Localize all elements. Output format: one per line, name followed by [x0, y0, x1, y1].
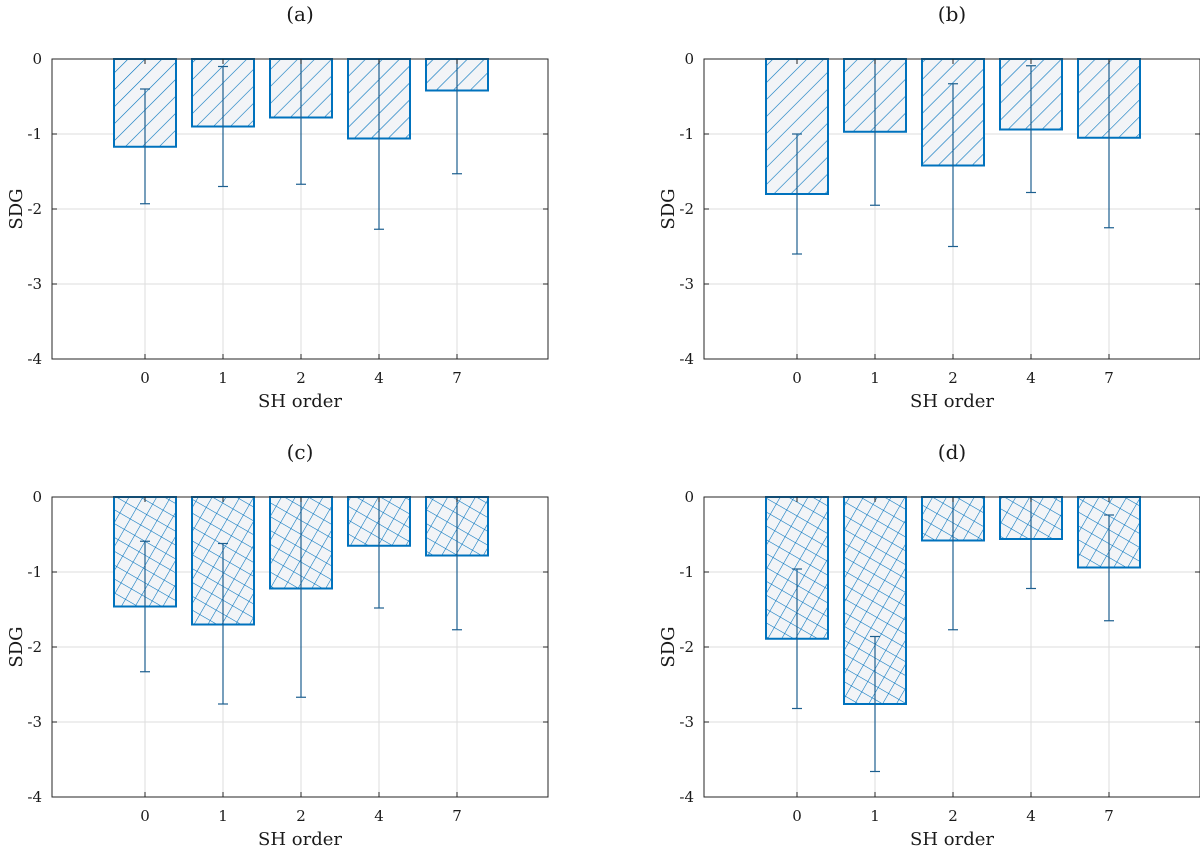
x-tick-label: 0 — [792, 369, 802, 387]
chart-title: (a) — [286, 2, 314, 26]
chart-title: (b) — [938, 2, 966, 26]
y-tick-label: 0 — [684, 488, 694, 506]
x-tick-label: 1 — [218, 807, 228, 825]
x-tick-label: 0 — [792, 807, 802, 825]
x-tick-label: 7 — [1104, 369, 1114, 387]
y-tick-label: 0 — [32, 50, 42, 68]
y-tick-label: -1 — [679, 125, 694, 143]
y-tick-label: -4 — [679, 788, 694, 806]
chart-title: (d) — [938, 440, 966, 464]
x-tick-label: 7 — [1104, 807, 1114, 825]
x-tick-label: 0 — [140, 807, 150, 825]
y-tick-label: -1 — [27, 125, 42, 143]
y-tick-label: -3 — [679, 713, 694, 731]
y-tick-label: -1 — [679, 563, 694, 581]
chart-panel-1: 0 -1 -2 -3 -4 0 1 2 4 7 (a) SH order SDG — [6, 2, 549, 412]
y-tick-label: -4 — [679, 350, 694, 368]
y-tick-label: -2 — [679, 638, 694, 656]
chart-title: (c) — [287, 440, 314, 464]
x-tick-label: 2 — [948, 807, 958, 825]
x-axis-label: SH order — [258, 391, 342, 412]
x-tick-label: 7 — [452, 807, 462, 825]
y-tick-label: -4 — [27, 788, 42, 806]
y-axis-label: SDG — [658, 188, 679, 229]
y-axis-label: SDG — [6, 188, 27, 229]
y-tick-label: -2 — [679, 200, 694, 218]
x-tick-label: 4 — [374, 369, 384, 387]
y-tick-label: -4 — [27, 350, 42, 368]
chart-panel-4: 0 -1 -2 -3 -4 0 1 2 4 7 (d) SH order SDG — [658, 440, 1200, 847]
y-axis-label: SDG — [658, 626, 679, 667]
y-tick-label: -3 — [27, 713, 42, 731]
x-tick-label: 4 — [1026, 369, 1036, 387]
y-tick-label: 0 — [32, 488, 42, 506]
x-tick-label: 2 — [948, 369, 958, 387]
y-tick-label: 0 — [684, 50, 694, 68]
x-tick-label: 4 — [374, 807, 384, 825]
x-tick-label: 2 — [296, 369, 306, 387]
x-tick-label: 4 — [1026, 807, 1036, 825]
y-tick-label: -2 — [27, 200, 42, 218]
x-axis-label: SH order — [910, 829, 994, 847]
x-tick-label: 2 — [296, 807, 306, 825]
x-axis-label: SH order — [910, 391, 994, 412]
chart-panel-2: 0 -1 -2 -3 -4 0 1 2 4 7 (b) SH order SDG — [658, 2, 1200, 412]
y-tick-label: -3 — [679, 275, 694, 293]
y-tick-label: -3 — [27, 275, 42, 293]
x-tick-label: 1 — [218, 369, 228, 387]
y-tick-label: -2 — [27, 638, 42, 656]
chart-panel-3: 0 -1 -2 -3 -4 0 1 2 4 7 (c) SH order SDG — [6, 440, 549, 847]
x-tick-label: 1 — [870, 807, 880, 825]
x-tick-label: 7 — [452, 369, 462, 387]
x-axis-label: SH order — [258, 829, 342, 847]
x-tick-label: 0 — [140, 369, 150, 387]
y-tick-label: -1 — [27, 563, 42, 581]
x-tick-label: 1 — [870, 369, 880, 387]
y-axis-label: SDG — [6, 626, 27, 667]
